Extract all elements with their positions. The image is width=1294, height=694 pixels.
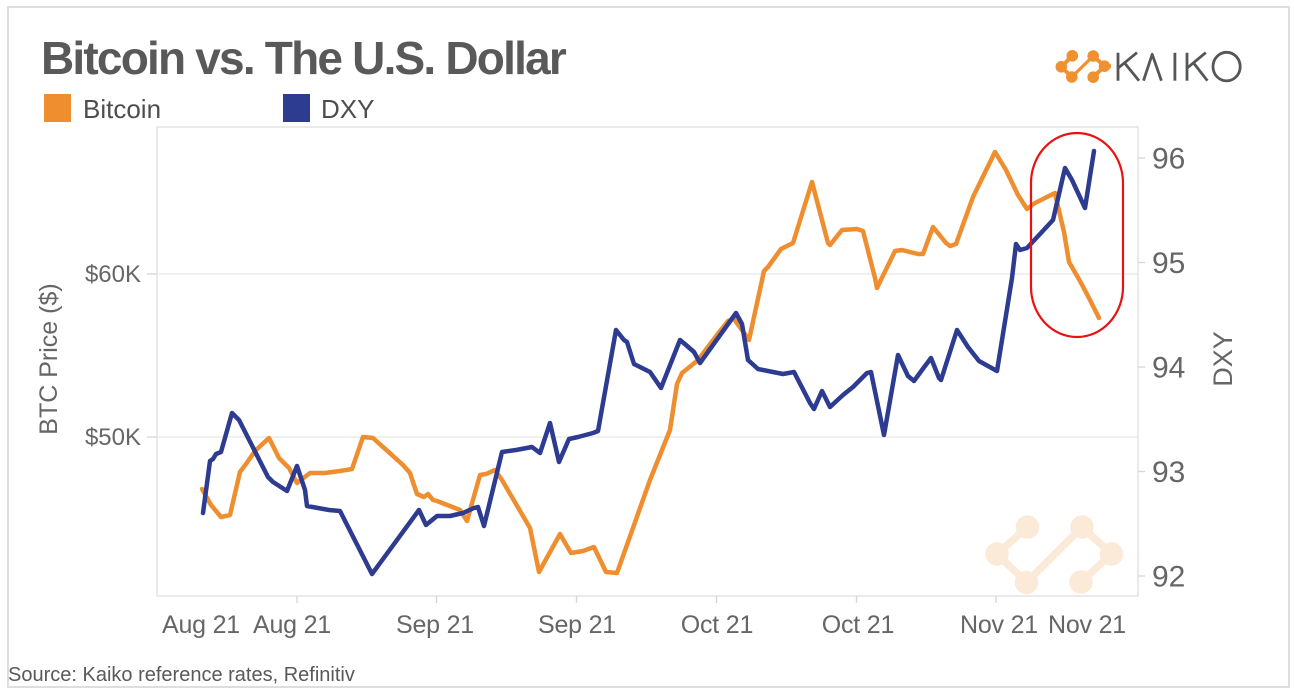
svg-text:Sep 21: Sep 21 <box>538 611 616 639</box>
svg-text:Aug 21: Aug 21 <box>253 611 331 639</box>
svg-text:$50K: $50K <box>85 424 141 451</box>
svg-text:Aug 21: Aug 21 <box>162 611 240 639</box>
svg-text:93: 93 <box>1152 456 1185 489</box>
svg-text:96: 96 <box>1152 143 1185 176</box>
svg-text:Nov 21: Nov 21 <box>1048 611 1126 639</box>
svg-text:BTC Price ($): BTC Price ($) <box>35 283 63 434</box>
svg-text:DXY: DXY <box>1208 331 1238 387</box>
svg-text:95: 95 <box>1152 247 1185 280</box>
svg-text:94: 94 <box>1152 352 1185 385</box>
svg-text:Oct 21: Oct 21 <box>681 611 753 639</box>
svg-text:Nov 21: Nov 21 <box>960 611 1038 639</box>
svg-text:$60K: $60K <box>85 261 141 288</box>
svg-text:Oct 21: Oct 21 <box>822 611 894 639</box>
svg-text:Sep 21: Sep 21 <box>396 611 474 639</box>
svg-text:92: 92 <box>1152 561 1185 594</box>
